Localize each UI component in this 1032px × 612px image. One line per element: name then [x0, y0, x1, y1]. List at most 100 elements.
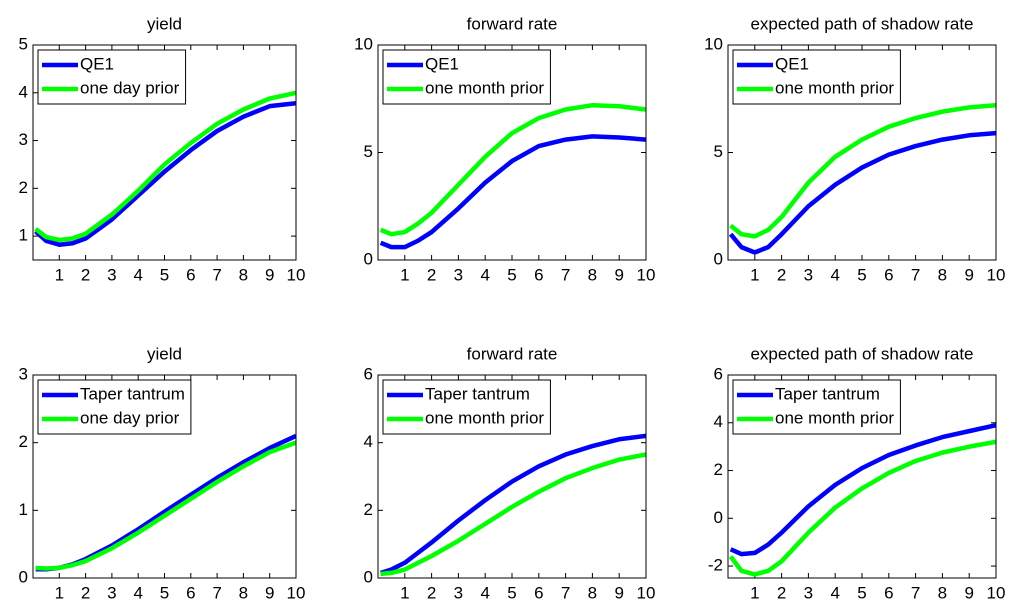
axes-box: [727, 44, 997, 261]
y-tick-label: 2: [19, 432, 28, 451]
x-tick-label: 9: [614, 265, 623, 284]
x-tick-label: 6: [534, 583, 543, 602]
subplot-title: forward rate: [467, 344, 558, 363]
series-line: [728, 130, 996, 255]
x-tick-label: 3: [454, 265, 463, 284]
x-tick-label: 8: [938, 265, 947, 284]
legend: Taper tantrum one day prior: [37, 379, 192, 435]
legend-label: one day prior: [80, 408, 180, 427]
legend-label: one month prior: [425, 78, 544, 97]
x-tick-label: 10: [637, 265, 656, 284]
y-tick-label: 4: [364, 432, 373, 451]
axes-box: [727, 374, 997, 579]
y-tick-label: 0: [364, 567, 373, 586]
x-tick-label: 7: [911, 265, 920, 284]
x-tick-label: 3: [107, 265, 116, 284]
series-line: [379, 134, 646, 250]
legend: Taper tantrum one month prior: [732, 379, 901, 435]
x-tick-label: 5: [507, 265, 516, 284]
x-tick-label: 8: [588, 265, 597, 284]
lines: [34, 90, 296, 247]
subplot-title: forward rate: [467, 14, 558, 33]
x-tick-label: 2: [427, 265, 436, 284]
x-tick-label: 1: [400, 265, 409, 284]
x-tick-label: 5: [507, 583, 516, 602]
x-tick-label: 7: [212, 265, 221, 284]
y-tick-label: 3: [19, 364, 28, 383]
legend-label: one day prior: [80, 78, 180, 97]
x-tick-label: 2: [777, 265, 786, 284]
y-tick-label: 1: [19, 500, 28, 519]
legend: QE1 one month prior: [382, 49, 551, 105]
series-line: [34, 101, 296, 247]
y-tick-label: 5: [19, 34, 28, 53]
legend-box: [37, 379, 192, 435]
x-tick-label: 10: [287, 265, 306, 284]
x-tick-label: 4: [480, 583, 489, 602]
y-tick-label: 5: [364, 142, 373, 161]
series-line: [729, 102, 996, 239]
x-tick-label: 6: [186, 583, 195, 602]
lines: [35, 433, 296, 572]
legend: QE1 one day prior: [37, 49, 187, 105]
x-tick-label: 8: [239, 265, 248, 284]
y-tick-label: 10: [704, 34, 723, 53]
legend-label: QE1: [775, 54, 809, 73]
legend-box: [732, 379, 901, 435]
x-tick-label: 2: [81, 265, 90, 284]
legend-box: [732, 49, 901, 105]
x-tick-label: 9: [265, 265, 274, 284]
x-tick-label: 1: [55, 583, 64, 602]
x-tick-label: 10: [987, 583, 1006, 602]
series-line: [380, 452, 646, 577]
y-tick-label: 1: [19, 226, 28, 245]
x-tick-label: 4: [133, 265, 142, 284]
x-tick-label: 6: [186, 265, 195, 284]
x-tick-label: 9: [964, 265, 973, 284]
lines: [380, 433, 646, 577]
x-tick-label: 6: [884, 583, 893, 602]
x-tick-label: 4: [480, 265, 489, 284]
x-tick-label: 3: [804, 265, 813, 284]
legend: Taper tantrum one month prior: [382, 379, 551, 435]
subplot-title: expected path of shadow rate: [750, 344, 973, 363]
legend: QE1 one month prior: [732, 49, 901, 105]
series-line: [34, 90, 296, 243]
y-tick-label: 2: [19, 178, 28, 197]
legend-label: Taper tantrum: [425, 384, 530, 403]
x-tick-label: 8: [239, 583, 248, 602]
lines: [728, 102, 996, 255]
x-tick-label: 5: [160, 265, 169, 284]
legend-label: one month prior: [775, 78, 894, 97]
x-tick-label: 3: [107, 583, 116, 602]
axes-box: [32, 44, 297, 261]
axes-box: [377, 374, 647, 579]
x-tick-label: 9: [614, 583, 623, 602]
x-tick-label: 3: [804, 583, 813, 602]
y-tick-label: 4: [19, 82, 28, 101]
y-tick-label: 2: [714, 460, 723, 479]
y-tick-label: 0: [19, 567, 28, 586]
x-tick-label: 1: [400, 583, 409, 602]
x-tick-label: 9: [265, 583, 274, 602]
legend-label: Taper tantrum: [80, 384, 185, 403]
x-tick-label: 7: [561, 265, 570, 284]
x-tick-label: 6: [534, 265, 543, 284]
series-line: [379, 102, 646, 237]
axes-box: [32, 374, 297, 579]
x-tick-label: 8: [938, 583, 947, 602]
x-tick-label: 2: [777, 583, 786, 602]
y-tick-label: 4: [714, 412, 723, 431]
series-line: [729, 422, 996, 557]
x-tick-label: 1: [55, 265, 64, 284]
x-tick-label: 7: [561, 583, 570, 602]
y-tick-label: 10: [354, 34, 373, 53]
x-tick-label: 10: [287, 583, 306, 602]
legend-box: [382, 49, 551, 105]
legend-label: QE1: [80, 54, 114, 73]
